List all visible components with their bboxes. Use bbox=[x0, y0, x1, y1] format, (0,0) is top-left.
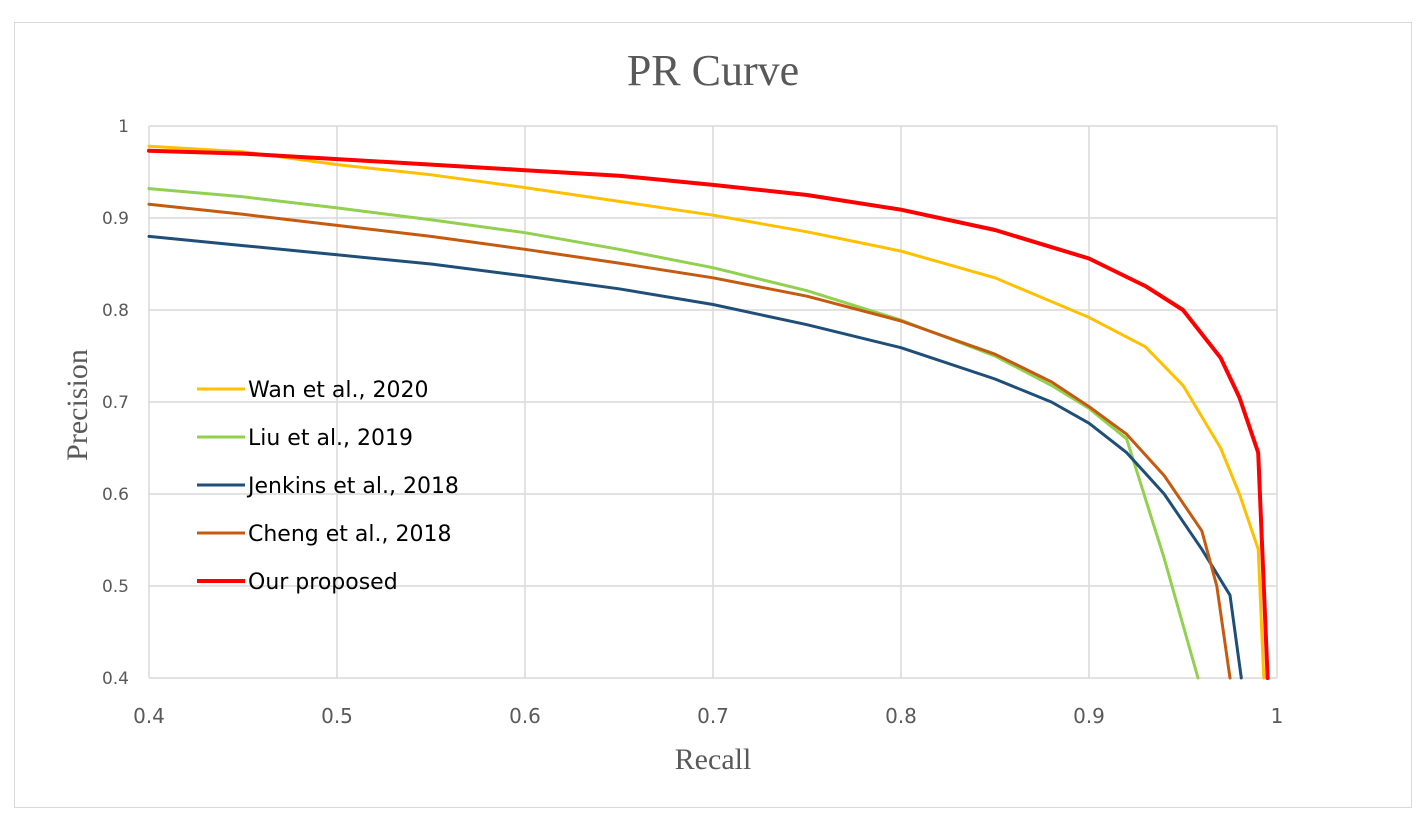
x-tick-label: 0.7 bbox=[697, 704, 729, 728]
y-tick-label: 0.8 bbox=[102, 301, 129, 321]
pr-curve-chart: PR Curve 0.4 0.5 0.6 0.7 0.8 0.9 1 0.4 0.5 0.6 0.7… bbox=[61, 46, 1284, 776]
y-tick-label: 0.4 bbox=[102, 669, 129, 689]
series-line-3 bbox=[147, 234, 1243, 680]
series-line-1 bbox=[147, 144, 1266, 680]
legend-label: Jenkins et al., 2018 bbox=[246, 474, 459, 499]
x-tick-label: 1 bbox=[1271, 704, 1284, 728]
series-line-4 bbox=[147, 202, 1232, 680]
y-tick-label: 0.9 bbox=[102, 209, 129, 229]
x-axis-label: Recall bbox=[675, 743, 752, 776]
x-tick-label: 0.9 bbox=[1073, 704, 1105, 728]
x-tick-label: 0.6 bbox=[509, 704, 541, 728]
legend-label: Liu et al., 2019 bbox=[248, 426, 413, 451]
chart-title: PR Curve bbox=[627, 46, 799, 95]
y-tick-label: 0.5 bbox=[102, 577, 129, 597]
legend-label: Cheng et al., 2018 bbox=[248, 522, 451, 547]
legend-label: Wan et al., 2020 bbox=[248, 378, 428, 403]
x-tick-label: 0.5 bbox=[321, 704, 353, 728]
legend-label: Our proposed bbox=[248, 570, 398, 595]
y-tick-label: 0.7 bbox=[102, 393, 129, 413]
series-line-2 bbox=[147, 187, 1200, 680]
x-tick-label: 0.4 bbox=[133, 704, 165, 728]
y-tick-label: 1 bbox=[118, 117, 129, 137]
y-axis-label: Precision bbox=[61, 349, 94, 461]
y-tick-label: 0.6 bbox=[102, 485, 129, 505]
x-tick-label: 0.8 bbox=[885, 704, 917, 728]
series-line-5 bbox=[147, 148, 1270, 680]
chart-frame: PR Curve 0.4 0.5 0.6 0.7 0.8 0.9 1 0.4 0.5 0.6 0.7… bbox=[14, 22, 1412, 808]
